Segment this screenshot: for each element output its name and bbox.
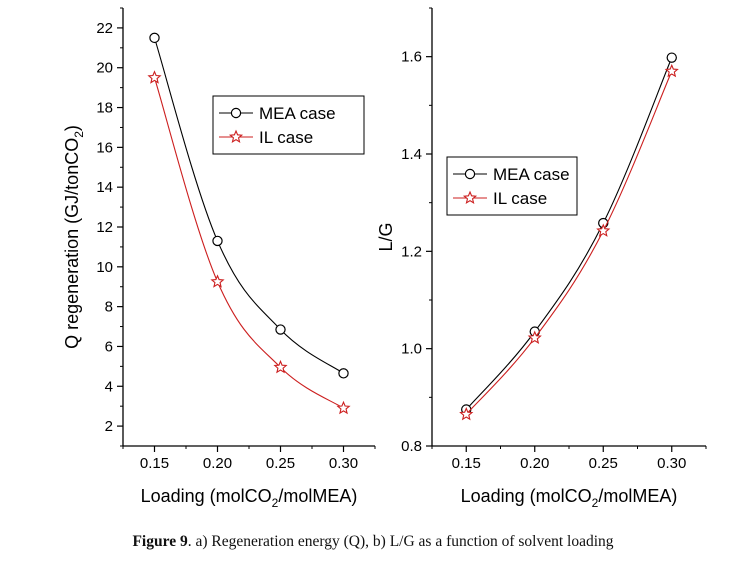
x-axis-title: Loading (molCO2​/molMEA): [141, 486, 358, 510]
x-tick-label: 0.30: [329, 455, 358, 472]
x-tick-label: 0.15: [140, 455, 169, 472]
y-tick-label: 2: [105, 418, 113, 435]
data-point: [596, 223, 611, 237]
series-line: [465, 71, 673, 415]
y-tick-label: 6: [105, 338, 113, 355]
x-tick-label: 0.15: [452, 455, 481, 472]
data-point: [210, 274, 225, 288]
y-tick-label: 0.8: [401, 438, 422, 455]
series-line: [153, 77, 344, 409]
legend-box: [446, 156, 578, 216]
x-tick-label: 0.25: [589, 455, 618, 472]
y-tick-label: 22: [96, 20, 113, 37]
y-tick-label: 12: [96, 219, 113, 236]
data-point: [336, 400, 351, 415]
data-point: [275, 324, 286, 335]
y-tick-label: 16: [96, 139, 113, 156]
chart-b: 0.8 1.0 1.2 1.4 1.6 0.15 0.20 0.25 0.30 Loading (…: [376, 7, 707, 510]
y-tick-label: 18: [96, 100, 113, 117]
y-axis-title: Q regeneration (GJ/tonCO2​): [62, 125, 86, 349]
series-line: [153, 37, 344, 374]
legend-label: IL case: [259, 128, 313, 147]
data-point: [147, 70, 162, 84]
legend-marker: [228, 129, 244, 144]
y-tick-label: 1.2: [401, 243, 422, 260]
data-point: [273, 359, 288, 374]
legend-marker: [230, 107, 242, 119]
legend-label: MEA case: [259, 104, 336, 123]
caption-text: . a) Regeneration energy (Q), b) L/G as …: [187, 533, 614, 550]
figure-caption: Figure 9. a) Regeneration energy (Q), b)…: [0, 533, 746, 551]
y-tick-label: 1.4: [401, 146, 422, 163]
data-point: [664, 63, 679, 78]
data-point: [212, 235, 223, 247]
y-tick-label: 10: [96, 259, 113, 276]
data-point: [666, 52, 677, 63]
y-tick-label: 14: [96, 179, 113, 196]
y-axis-title: L/G: [376, 222, 396, 251]
y-tick-label: 1.0: [401, 341, 422, 358]
data-point: [459, 406, 474, 421]
y-tick-label: 20: [96, 60, 113, 77]
legend: MEA case IL case: [446, 156, 578, 216]
legend-label: MEA case: [493, 165, 570, 184]
y-tick-label: 1.6: [401, 49, 422, 66]
x-axis-title: Loading (molCO2​/molMEA): [461, 486, 678, 510]
legend-marker: [464, 168, 476, 180]
legend-label: IL case: [493, 189, 547, 208]
legend-box: [212, 95, 365, 155]
data-point: [338, 368, 349, 379]
data-point: [149, 32, 160, 44]
y-tick-label: 8: [105, 299, 113, 316]
x-tick-label: 0.20: [203, 455, 232, 472]
y-tick-label: 4: [105, 378, 113, 395]
series-line: [465, 57, 673, 410]
x-tick-label: 0.20: [520, 455, 549, 472]
caption-label: Figure 9: [132, 533, 188, 550]
x-tick-label: 0.30: [657, 455, 686, 472]
x-tick-label: 0.25: [266, 455, 295, 472]
legend: MEA case IL case: [212, 95, 365, 155]
legend-marker: [462, 190, 478, 205]
data-point: [527, 330, 542, 344]
chart-a: 2 4 6 8 10 12 14 16 18 20 22 0.15 0.20 0.25 0.30 Loadin…: [62, 7, 376, 510]
